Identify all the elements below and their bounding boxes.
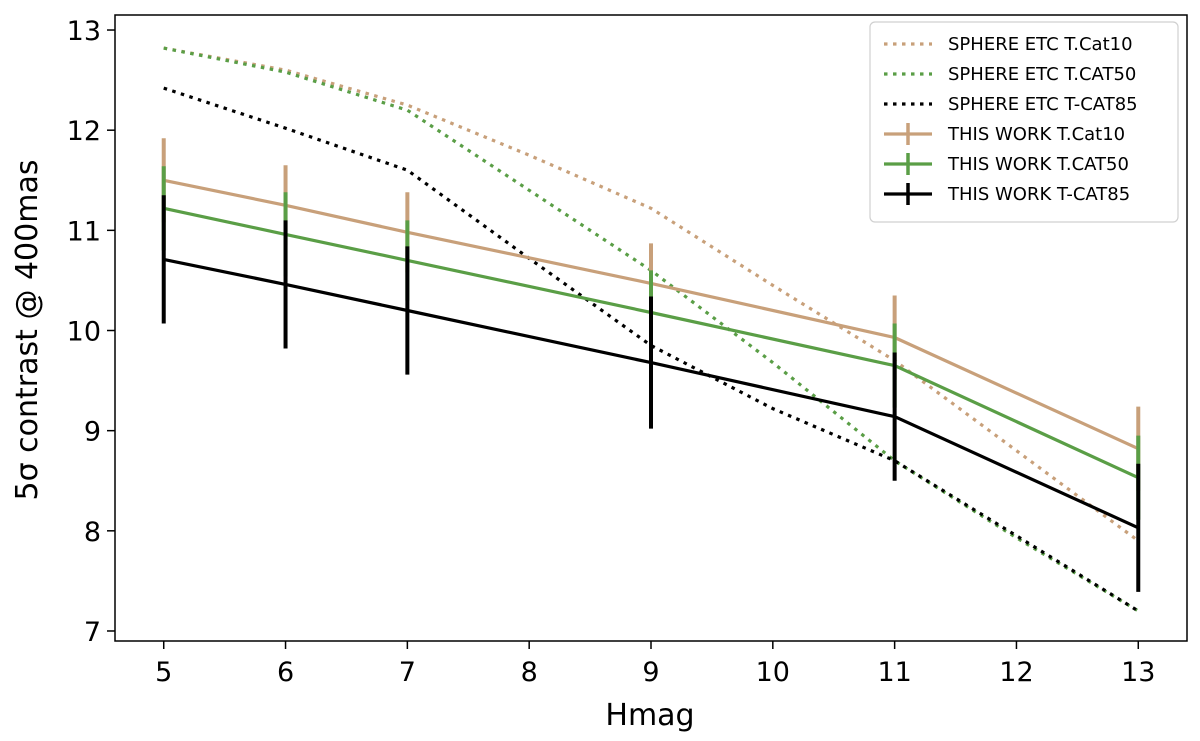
legend-label-0: SPHERE ETC T.Cat10 bbox=[948, 34, 1133, 55]
legend-label-3: THIS WORK T.Cat10 bbox=[947, 124, 1125, 145]
x-tick-label: 7 bbox=[399, 657, 416, 688]
x-tick-label: 10 bbox=[756, 657, 790, 688]
legend-label-1: SPHERE ETC T.CAT50 bbox=[948, 64, 1136, 85]
y-tick-label: 8 bbox=[84, 517, 101, 548]
y-tick-label: 7 bbox=[84, 617, 101, 648]
series-line-2 bbox=[163, 86, 1140, 613]
x-axis-label: Hmag bbox=[605, 698, 694, 733]
x-tick-label: 5 bbox=[155, 657, 172, 688]
y-tick-label: 13 bbox=[67, 16, 101, 47]
legend: SPHERE ETC T.Cat10 SPHERE ETC T.CAT50 SPHE… bbox=[869, 21, 1179, 223]
y-tick-label: 11 bbox=[67, 216, 101, 247]
y-tick-label: 10 bbox=[67, 317, 101, 348]
y-tick-label: 12 bbox=[67, 116, 101, 147]
x-tick-label: 9 bbox=[642, 657, 659, 688]
y-tick-label: 9 bbox=[84, 417, 101, 448]
legend-label-5: THIS WORK T-CAT85 bbox=[947, 184, 1130, 205]
x-tick-label: 8 bbox=[521, 657, 538, 688]
legend-label-2: SPHERE ETC T-CAT85 bbox=[948, 94, 1138, 115]
y-axis-label: 5σ contrast @ 400mas bbox=[10, 160, 45, 501]
series-line-5 bbox=[163, 257, 1139, 530]
x-tick-label: 12 bbox=[999, 657, 1033, 688]
series-line-3 bbox=[163, 178, 1139, 451]
legend-box bbox=[869, 21, 1179, 223]
series-line-4 bbox=[163, 206, 1139, 480]
x-tick-label: 13 bbox=[1121, 657, 1155, 688]
axes: 5 6 7 8 9 10 11 12 13 7 8 9 10 11 12 13 bbox=[67, 14, 1188, 688]
plot-area bbox=[161, 46, 1141, 613]
x-tick-label: 11 bbox=[877, 657, 911, 688]
legend-label-4: THIS WORK T.CAT50 bbox=[947, 154, 1129, 175]
series-line-0 bbox=[163, 46, 1140, 543]
x-tick-label: 6 bbox=[277, 657, 294, 688]
